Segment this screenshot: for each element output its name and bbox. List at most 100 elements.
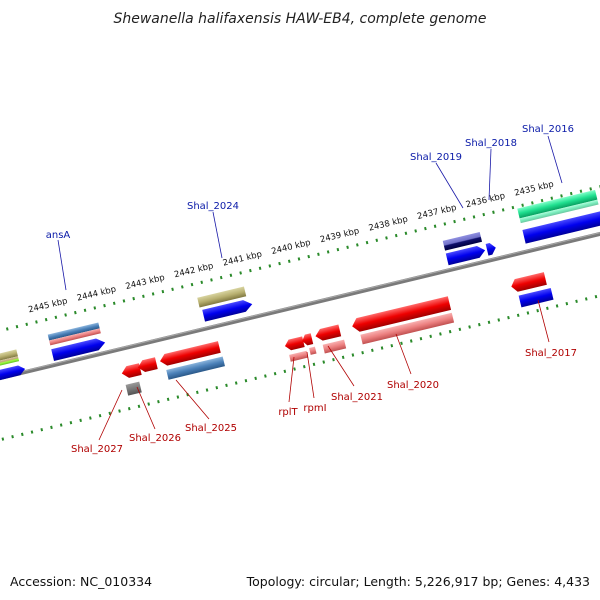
minor-tick bbox=[244, 378, 248, 383]
minor-tick bbox=[351, 353, 355, 357]
gene-feature bbox=[518, 287, 554, 308]
gene-feature bbox=[284, 336, 305, 351]
minor-tick bbox=[59, 423, 63, 427]
minor-tick bbox=[93, 306, 97, 310]
minor-tick bbox=[424, 226, 427, 231]
minor-tick bbox=[293, 367, 296, 371]
minor-tick bbox=[429, 334, 433, 339]
minor-tick bbox=[219, 275, 223, 280]
kbp-label: 2435 kbp bbox=[514, 180, 555, 199]
minor-tick bbox=[239, 271, 242, 275]
kbp-label: 2441 kbp bbox=[222, 250, 263, 269]
minor-tick bbox=[137, 404, 141, 409]
minor-tick bbox=[312, 362, 316, 367]
minor-tick bbox=[346, 245, 349, 249]
minor-tick bbox=[575, 299, 578, 304]
gene-feature bbox=[485, 243, 496, 256]
minor-tick bbox=[458, 327, 462, 332]
minor-tick bbox=[166, 397, 170, 402]
kbp-label: 2444 kbp bbox=[76, 285, 117, 304]
minor-tick bbox=[404, 231, 408, 235]
gene-feature bbox=[125, 381, 142, 396]
gene-feature bbox=[47, 322, 100, 341]
minor-tick bbox=[205, 388, 209, 392]
gene-feature bbox=[49, 328, 101, 346]
accession-text: Accession: NC_010334 bbox=[10, 574, 152, 589]
minor-tick bbox=[254, 376, 257, 381]
gene-feature bbox=[197, 286, 247, 308]
gene-feature bbox=[289, 350, 309, 362]
gene-feature bbox=[202, 300, 253, 322]
minor-tick bbox=[98, 414, 102, 418]
kbp-label: 2443 kbp bbox=[125, 273, 166, 292]
minor-tick bbox=[468, 325, 471, 329]
minor-tick bbox=[30, 430, 34, 434]
minor-tick bbox=[127, 407, 131, 411]
minor-tick bbox=[268, 264, 272, 268]
minor-tick bbox=[225, 383, 228, 388]
minor-tick bbox=[385, 236, 388, 240]
minor-tick bbox=[83, 308, 87, 312]
forward-scale bbox=[5, 184, 600, 331]
minor-tick bbox=[176, 395, 180, 399]
minor-tick bbox=[190, 282, 194, 287]
gene-feature bbox=[445, 246, 486, 266]
minor-tick bbox=[89, 416, 92, 420]
minor-tick bbox=[589, 187, 593, 191]
minor-tick bbox=[20, 432, 24, 437]
minor-tick bbox=[11, 435, 14, 439]
gene-feature bbox=[0, 365, 26, 386]
minor-tick bbox=[414, 229, 417, 233]
kbp-label: 2438 kbp bbox=[368, 215, 409, 234]
minor-tick bbox=[477, 322, 481, 327]
minor-tick bbox=[278, 261, 281, 266]
gene-feature bbox=[519, 199, 599, 224]
gene-feature bbox=[517, 189, 598, 219]
minor-tick bbox=[375, 238, 379, 242]
minor-tick bbox=[569, 191, 573, 196]
minor-tick bbox=[283, 369, 287, 374]
minor-tick bbox=[439, 332, 442, 336]
gene-feature bbox=[352, 296, 452, 332]
minor-tick bbox=[501, 208, 505, 212]
kbp-label: 2436 kbp bbox=[465, 191, 506, 210]
gene-feature bbox=[166, 356, 225, 380]
gene-feature bbox=[522, 211, 600, 244]
minor-tick bbox=[443, 222, 447, 226]
minor-tick bbox=[492, 210, 495, 214]
minor-tick bbox=[44, 317, 48, 322]
minor-tick bbox=[307, 254, 311, 259]
minor-tick bbox=[171, 287, 174, 291]
minor-tick bbox=[341, 355, 345, 360]
minor-tick bbox=[546, 306, 549, 311]
minor-tick bbox=[79, 418, 82, 423]
minor-tick bbox=[69, 421, 73, 425]
genome-backbone bbox=[0, 224, 600, 388]
minor-tick bbox=[132, 296, 136, 301]
gene-label-shal-2025: Shal_2025 bbox=[185, 423, 237, 434]
gene-label-shal-2026: Shal_2026 bbox=[129, 433, 181, 444]
minor-tick bbox=[365, 240, 369, 245]
minor-tick bbox=[103, 303, 106, 308]
minor-tick bbox=[516, 313, 520, 318]
kbp-label: 2439 kbp bbox=[319, 226, 360, 245]
gene-feature bbox=[160, 341, 221, 366]
minor-tick bbox=[287, 259, 291, 263]
kbp-label: 2440 kbp bbox=[270, 238, 311, 257]
minor-tick bbox=[433, 224, 437, 228]
minor-tick bbox=[565, 301, 569, 306]
minor-tick bbox=[234, 381, 238, 385]
minor-tick bbox=[273, 371, 277, 376]
minor-tick bbox=[540, 198, 544, 203]
minor-tick bbox=[555, 304, 559, 308]
minor-tick bbox=[25, 322, 29, 326]
reverse-labels: Shal_2027 Shal_2026 Shal_2025 rplT rpmI … bbox=[71, 299, 577, 455]
gene-label-shal-2018: Shal_2018 bbox=[465, 138, 517, 149]
minor-tick bbox=[297, 257, 301, 261]
minor-tick bbox=[215, 385, 219, 390]
gene-label-shal-2019: Shal_2019 bbox=[410, 152, 462, 163]
minor-tick bbox=[511, 205, 515, 210]
forward-labels: ansA Shal_2024 Shal_2019 Shal_2018 Shal_… bbox=[46, 124, 574, 291]
minor-tick bbox=[118, 409, 121, 413]
